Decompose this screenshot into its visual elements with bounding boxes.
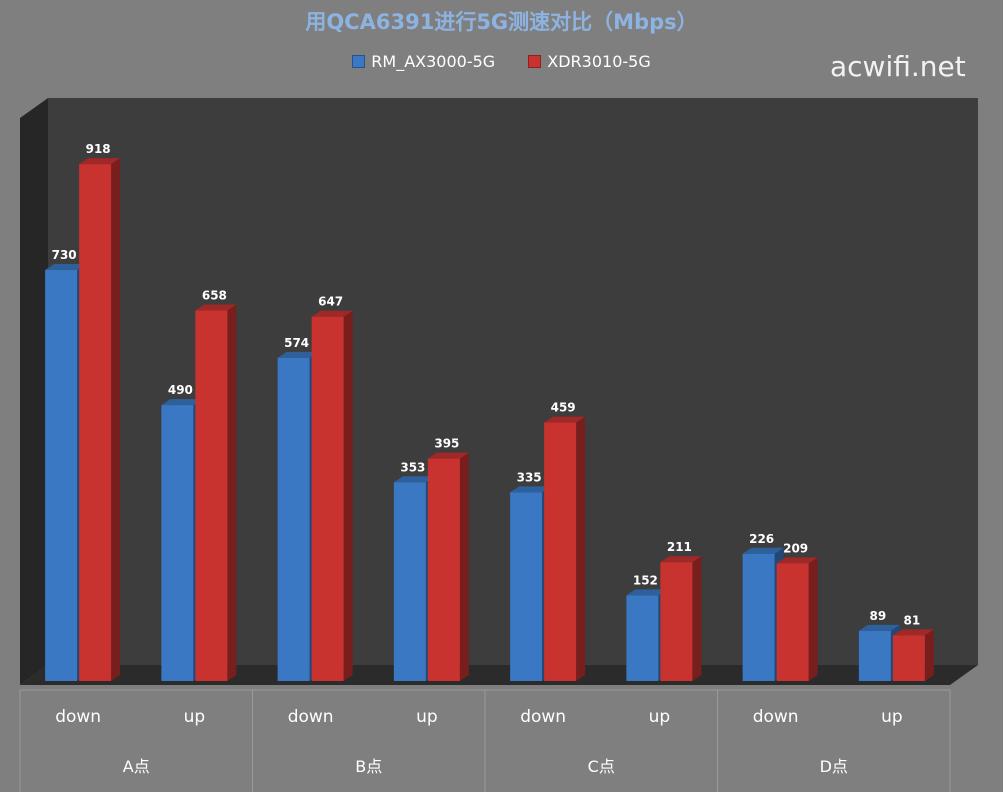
legend-label-series-1: RM_AX3000-5G	[371, 52, 496, 71]
data-label-s2-7: 209	[783, 541, 808, 555]
data-label-s2-3: 647	[318, 295, 343, 309]
bar-side-s2-6	[692, 556, 702, 681]
bar-side-s2-3	[343, 310, 353, 681]
legend-swatch-series-2	[528, 55, 542, 68]
group-label-1: A点	[123, 757, 150, 776]
bar-s2-2	[195, 310, 228, 681]
bar-side-s2-2	[227, 304, 237, 681]
data-label-s2-4: 395	[434, 437, 459, 451]
tick-label-8: up	[881, 707, 903, 727]
bar-top-s2-2	[195, 304, 237, 311]
bar-side-s2-4	[459, 452, 469, 681]
bar-s2-1	[79, 164, 112, 681]
data-label-s2-8: 81	[904, 613, 921, 627]
tick-label-2: up	[184, 707, 206, 727]
data-label-s2-2: 658	[202, 289, 227, 303]
bar-top-s2-3	[311, 310, 353, 317]
legend-item-series-1: RM_AX3000-5G	[352, 52, 495, 71]
bar-s2-6	[660, 562, 693, 681]
legend-item-series-2: XDR3010-5G	[528, 52, 651, 71]
bar-s1-3	[277, 357, 310, 681]
bar-side-s2-8	[924, 629, 934, 681]
bar-s2-5	[544, 422, 577, 681]
bar-side-s2-7	[808, 557, 818, 681]
tick-label-6: up	[649, 707, 671, 727]
bar-s1-2	[161, 405, 194, 681]
bar-s1-4	[393, 482, 426, 681]
tick-label-5: down	[520, 707, 566, 727]
bar-s1-8	[858, 630, 891, 681]
bar-top-s1-3	[277, 351, 319, 358]
group-label-2: B点	[355, 757, 382, 776]
watermark-text: acwifi.net	[830, 50, 966, 83]
bar-top-s2-5	[544, 416, 586, 423]
bar-side-s2-1	[111, 158, 121, 681]
data-label-s2-5: 459	[551, 401, 576, 415]
data-label-s1-8: 89	[870, 609, 887, 623]
bar-top-s2-8	[892, 629, 934, 636]
group-label-4: D点	[820, 757, 848, 776]
bar-top-s1-5	[510, 486, 552, 493]
data-label-s2-6: 211	[667, 540, 692, 554]
data-label-s1-3: 574	[284, 336, 309, 350]
data-label-s2-1: 918	[86, 142, 111, 156]
bar-side-s2-5	[576, 416, 586, 681]
bar-s2-3	[311, 316, 344, 681]
bar-top-s2-1	[79, 158, 121, 165]
legend-swatch-series-1	[352, 55, 366, 68]
legend-label-series-2: XDR3010-5G	[547, 52, 651, 71]
tick-label-7: down	[753, 707, 799, 727]
bar-top-s1-7	[742, 547, 784, 554]
chart-title: 用QCA6391进行5G测速对比（Mbps）	[305, 10, 698, 34]
bar-s2-4	[427, 458, 460, 681]
data-label-s1-1: 730	[52, 248, 77, 262]
bar-s1-5	[510, 492, 543, 681]
bar-s2-8	[892, 635, 925, 681]
group-label-3: C点	[588, 757, 615, 776]
bar-top-s1-6	[626, 589, 668, 596]
bar-top-s1-2	[161, 399, 203, 406]
bar-top-s2-7	[776, 557, 818, 564]
floor	[20, 665, 978, 685]
data-label-s1-6: 152	[633, 573, 658, 587]
data-label-s1-7: 226	[749, 532, 774, 546]
bar-top-s1-1	[45, 264, 87, 271]
data-label-s1-5: 335	[517, 470, 542, 484]
bar-top-s1-8	[858, 624, 900, 631]
bar-s2-7	[776, 563, 809, 681]
tick-label-1: down	[55, 707, 101, 727]
legend: RM_AX3000-5G XDR3010-5G	[0, 52, 1003, 71]
data-label-s1-2: 490	[168, 383, 193, 397]
tick-label-3: down	[288, 707, 334, 727]
bar-s1-1	[45, 270, 78, 681]
tick-label-4: up	[416, 707, 438, 727]
data-label-s1-4: 353	[400, 460, 425, 474]
bar-top-s1-4	[393, 476, 435, 483]
bar-top-s2-4	[427, 452, 469, 459]
side-wall	[20, 98, 48, 685]
bar-top-s2-6	[660, 556, 702, 563]
bar-s1-7	[742, 553, 775, 681]
bar-s1-6	[626, 595, 659, 681]
